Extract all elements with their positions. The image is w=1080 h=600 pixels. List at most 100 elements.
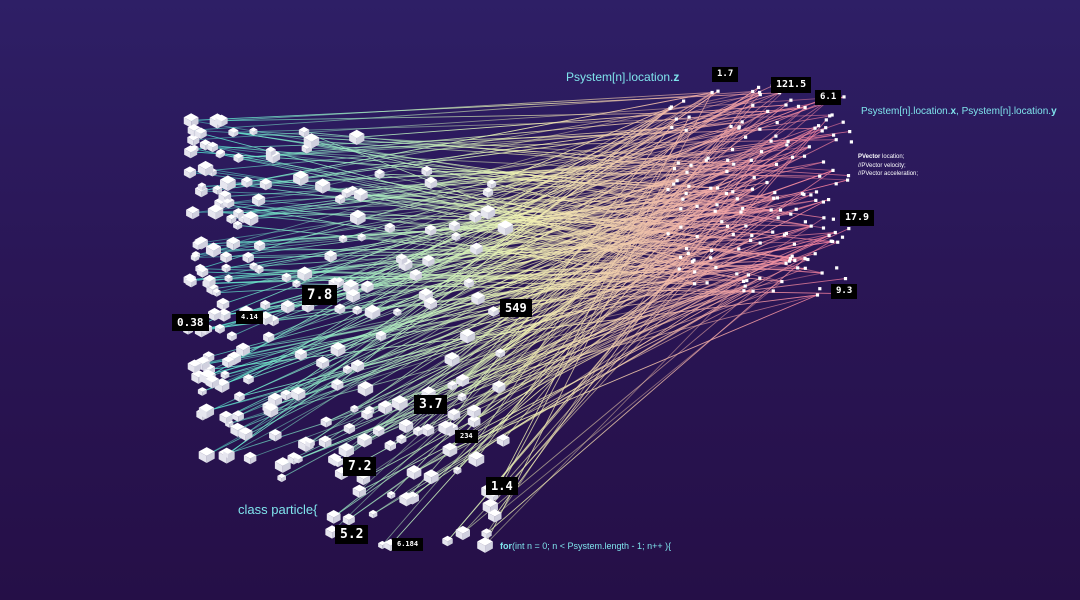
particle-cube: [222, 355, 235, 369]
particle-dot: [693, 282, 697, 286]
particle-dot: [774, 134, 778, 138]
particle-dot: [720, 220, 724, 224]
particle-cube: [233, 208, 244, 219]
particle-cube: [243, 211, 259, 227]
particle-cube: [221, 263, 231, 273]
connection-line: [227, 136, 746, 204]
particle-dot: [782, 233, 787, 237]
particle-cube: [422, 254, 435, 268]
particle-dot: [737, 247, 741, 251]
connection-line: [237, 224, 782, 283]
particle-cube: [334, 277, 345, 287]
connection-line: [450, 98, 831, 430]
connection-line: [397, 155, 805, 313]
connection-line: [303, 131, 727, 172]
connection-line: [189, 171, 761, 244]
particle-cube: [488, 509, 502, 523]
connection-line: [380, 278, 846, 337]
particle-dot: [780, 280, 784, 284]
particle-dot: [827, 233, 831, 237]
value-badge: 9.3: [831, 284, 858, 299]
particle-dot: [784, 231, 788, 236]
connection-line: [337, 243, 795, 386]
particle-cube: [334, 303, 346, 315]
particle-cube: [343, 422, 356, 435]
particle-dot: [775, 121, 779, 125]
location-z-label: Psystem[n].location.z: [566, 70, 680, 84]
particle-dot: [778, 208, 783, 212]
connection-line: [493, 125, 819, 497]
connection-line: [326, 256, 681, 423]
particle-dot: [672, 182, 676, 186]
particle-cube: [274, 457, 291, 473]
particle-cube: [488, 306, 499, 317]
connection-line: [227, 290, 745, 454]
particle-dot: [841, 120, 845, 124]
particle-dot: [771, 230, 775, 234]
connection-line: [430, 198, 738, 231]
particle-dot: [709, 256, 713, 260]
particle-dot: [730, 148, 735, 152]
particle-dot: [789, 98, 793, 102]
particle-cube: [471, 291, 485, 306]
particle-dot: [687, 184, 691, 188]
particle-dot: [803, 106, 807, 110]
particle-cube: [384, 222, 395, 234]
particle-dot: [846, 178, 850, 182]
particle-dot: [685, 170, 689, 174]
value-badge: 17.9: [840, 210, 875, 226]
value-badge: 1.7: [712, 67, 739, 82]
connection-line: [359, 290, 754, 492]
particle-dot: [750, 187, 755, 191]
particle-cube: [482, 498, 498, 515]
particle-cube: [384, 439, 396, 452]
particle-cube: [378, 400, 393, 415]
particle-dot: [710, 90, 714, 95]
connection-line: [494, 281, 783, 517]
particle-cube: [326, 509, 341, 524]
particle-cube: [249, 262, 258, 271]
connection-line: [498, 228, 849, 388]
particle-cube: [298, 126, 310, 138]
connection-line: [457, 159, 752, 471]
particle-cube: [198, 447, 215, 464]
particle-dot: [827, 198, 831, 202]
particle-cube: [351, 359, 365, 373]
particle-dot: [751, 289, 755, 293]
particle-cube: [368, 509, 378, 519]
particle-dot: [834, 138, 838, 142]
particle-dot: [813, 126, 817, 130]
particle-cube: [263, 403, 279, 418]
value-badge: 549: [500, 299, 532, 317]
particle-cube: [320, 416, 332, 428]
particle-dot: [774, 162, 779, 166]
particle-cube: [214, 323, 225, 334]
particle-cube: [197, 182, 207, 191]
particle-cube: [224, 274, 233, 283]
particle-dot: [741, 207, 745, 211]
connection-line: [234, 126, 740, 359]
particle-dot: [759, 150, 764, 154]
particle-dot: [848, 130, 852, 134]
connection-line: [238, 155, 805, 214]
connection-line: [239, 253, 816, 398]
particle-dot: [813, 252, 817, 256]
particle-dot: [806, 257, 810, 262]
particle-dot: [679, 225, 683, 229]
particle-dot: [835, 266, 839, 270]
particle-dot: [832, 133, 836, 137]
connection-line: [333, 170, 834, 518]
particle-dot: [765, 180, 769, 185]
connection-line: [227, 163, 734, 184]
particle-cube: [396, 253, 408, 265]
particle-dot: [846, 174, 851, 178]
connection-line: [449, 294, 818, 451]
particle-cube: [281, 272, 292, 283]
connection-line: [426, 170, 774, 199]
connection-line: [486, 258, 806, 534]
particle-cube: [393, 307, 402, 317]
particle-cube: [292, 279, 301, 288]
connection-line: [348, 193, 803, 520]
particle-cube: [409, 268, 422, 282]
particle-cube: [212, 185, 223, 195]
